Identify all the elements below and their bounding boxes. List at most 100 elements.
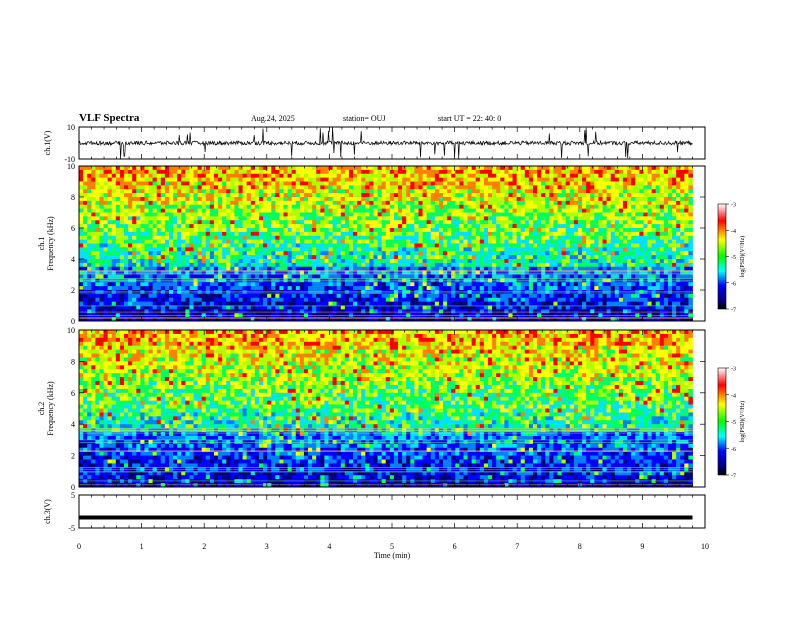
spectrogram-cell [287,204,293,210]
spectrogram-cell [614,185,620,190]
spectrogram-cell [168,231,174,237]
spectrogram-cell [549,243,554,248]
spectrogram-cell [295,274,301,279]
spectrogram-cell [213,231,219,237]
spectrogram-cell [492,286,497,291]
spectrogram-cell [258,193,264,198]
spectrogram-cell [83,262,88,268]
spectrogram-cell [537,228,542,233]
spectrogram-cell [430,166,436,171]
spectrogram-cell [479,166,485,171]
spectrogram-cell [308,278,313,283]
spectrogram-cell [639,193,644,198]
spectrogram-cell [643,282,648,287]
spectrogram-cell [119,220,125,225]
spectrogram-cell [565,208,571,213]
spectrogram-cell [148,278,154,283]
spectrogram-cell [598,200,603,206]
spectrogram-cell [487,235,493,241]
spectrogram-cell [111,239,117,244]
spectrogram-cell [79,169,84,175]
spectrogram-cell [128,212,133,217]
spectrogram-cell [406,177,411,182]
spectrogram-cell [308,204,313,210]
spectrogram-cell [389,259,395,264]
spectrogram-cell [651,286,657,291]
spectrogram-cell [659,243,665,248]
spectrogram-cell [426,212,432,217]
spectrogram-cell [492,204,497,210]
spectrogram-cell [369,204,374,210]
spectrogram-cell [258,286,264,291]
spectrogram-cell [373,231,378,237]
spectrogram-cell [332,274,338,279]
spectrogram-cell [667,185,673,190]
spectrogram-cell [230,224,235,229]
spectrogram-cell [377,173,383,179]
spectrogram-cell [115,239,121,244]
spectrogram-cell [201,247,207,252]
spectrogram-cell [635,243,640,248]
spectrogram-cell [107,177,113,182]
spectrogram-cell [185,224,190,229]
spectrogram-cell [500,169,505,175]
spectrogram-cell [353,177,358,182]
spectrogram-cell [312,274,317,279]
spectrogram-cell [381,220,387,225]
spectrogram-cell [582,200,587,206]
spectrogram-cell [672,220,677,225]
spectrogram-cell [246,224,252,229]
spectrogram-cell [573,282,579,287]
spectrogram-cell [226,290,231,295]
spectrogram-cell [250,255,256,260]
spectrogram-cell [258,216,264,221]
spectrogram-cell [79,290,84,295]
spectrogram-cell [398,220,403,225]
spectrogram-cell [160,200,166,206]
spectrogram-cell [365,247,370,252]
spectrogram-cell [144,243,149,248]
spectrogram-cell [103,293,109,299]
spectrogram-cell [561,181,567,186]
spectrogram-cell [655,169,661,175]
spectrogram-cell [447,243,452,248]
spectrogram-cell [185,235,190,241]
spectrogram-cell [631,177,636,182]
spectrogram-cell [586,212,591,217]
spectrogram-cell [246,286,252,291]
spectrogram-cell [393,259,399,264]
spectrogram-cell [647,216,652,221]
spectrogram-cell [561,239,567,244]
spectrogram-cell [402,255,407,260]
spectrogram-cell [577,224,583,229]
spectrogram-cell [549,220,554,225]
spectrogram-cell [500,235,505,241]
spectrogram-cell [598,208,603,213]
spectrogram-cell [672,255,677,260]
spectrogram-cell [463,286,468,291]
spectrogram-cell [667,204,673,210]
spectrogram-cell [582,255,587,260]
spectrogram-cell [185,290,190,295]
spectrogram-cell [541,220,546,225]
spectrogram-cell [602,185,607,190]
spectrogram-cell [447,169,452,175]
spectrogram-cell [230,259,235,264]
spectrogram-cell [467,169,473,175]
spectrogram-cell [393,216,399,221]
spectrogram-cell [635,247,640,252]
spectrogram-cell [177,204,182,210]
spectrogram-cell [426,239,432,244]
spectrogram-cell [586,177,591,182]
spectrogram-cell [422,247,428,252]
spectrogram-cell [487,204,493,210]
spectrogram-cell [598,282,603,287]
spectrogram-cell [312,177,317,182]
spectrogram-cell [557,247,562,252]
spectrogram-cell [398,243,403,248]
spectrogram-cell [218,166,223,171]
start-time-label: start UT = 22: 40: 0 [438,114,502,123]
spectrogram-cell [377,208,383,213]
spectrogram-cell [553,251,558,256]
spectrogram-cell [83,166,88,171]
